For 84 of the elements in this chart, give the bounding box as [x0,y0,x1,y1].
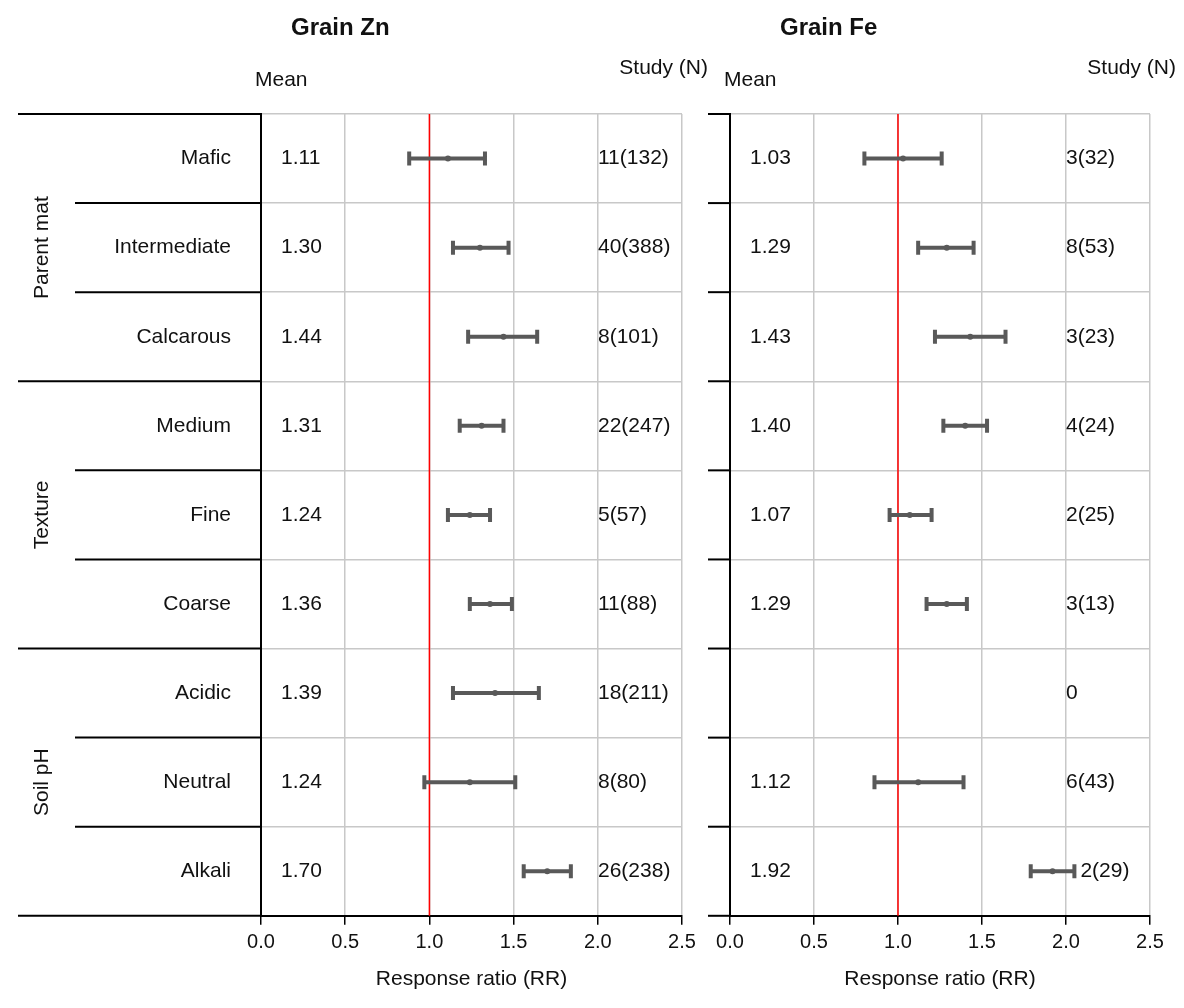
annotation: 1.07 [750,501,791,525]
point [967,333,974,340]
point [943,244,950,251]
annotation: 8(101) [598,323,659,347]
x-axis-title: Response ratio (RR) [375,966,568,990]
x-tick-label: 2.5 [1136,930,1164,953]
x-tick-label: 2.5 [668,930,696,953]
annotation: 22(247) [598,412,671,436]
annotation: 1.29 [750,234,791,258]
point [466,779,473,786]
annotation: 6(43) [1066,768,1116,792]
annotation: 11(132) [598,145,669,169]
annotation: 1.31 [281,412,322,436]
text: Study (N) [1087,54,1176,78]
annotation: 1.24 [281,768,323,792]
annotation: 4(24) [1066,412,1116,436]
point [943,600,950,607]
x-tick-label: 1.5 [968,930,996,953]
y-tick-label: Neutral [163,768,231,792]
annotation: 1.12 [750,768,791,792]
annotation: 1.39 [281,679,322,703]
annotation: 3(32) [1066,145,1116,169]
y-tick-label: Calcarous [136,323,231,347]
annotation: 8(53) [1066,234,1116,258]
text: Parent mat [28,196,52,299]
annotation: 0 [1066,679,1078,703]
x-tick-label: 0.0 [247,930,275,953]
annotation: 5(57) [598,501,648,525]
x-tick-label: 0.5 [331,930,360,953]
annotation: 1.44 [281,323,323,347]
point [962,422,969,429]
text: Soil pH [28,748,52,817]
point [487,600,494,607]
point [476,244,483,251]
annotation: 1.43 [750,323,791,347]
annotation: 26(238) [598,858,671,882]
y-tick-label: Intermediate [114,234,231,258]
annotation: 2(29) [1080,858,1130,882]
x-tick-label: 0.5 [800,930,828,953]
x-tick-label: 1.5 [499,930,528,953]
point [492,690,499,697]
annotation: 1.11 [281,145,321,169]
point [444,155,451,162]
annotation: 40(388) [598,234,671,258]
x-tick-label: 0.0 [716,930,744,953]
annotation: 11(88) [598,590,658,614]
point [906,511,913,518]
text: Texture [28,480,52,550]
y-tick-label: Alkali [180,858,231,882]
point [544,868,551,875]
annotation: 8(80) [598,768,648,792]
annotation: 1.40 [750,412,791,436]
x-tick-label: 1.0 [884,930,912,953]
annotation: 1.29 [750,590,791,614]
annotation: 2(25) [1066,501,1116,525]
y-tick-label: Medium [156,412,231,436]
y-tick-label: Coarse [163,590,231,614]
x-tick-label: 1.0 [415,930,444,953]
x-axis-title: Response ratio (RR) [844,966,1036,990]
text: Mean [724,66,777,90]
point [466,511,473,518]
chart-title: Grain Fe [780,12,878,40]
y-tick-label: Acidic [174,679,231,703]
y-tick-label: Fine [190,501,231,525]
annotation: 1.30 [281,234,322,258]
point [500,333,507,340]
annotation: 3(23) [1066,323,1116,347]
annotation: 1.92 [750,858,791,882]
point [478,422,485,429]
point [1049,868,1056,875]
annotation: 1.70 [281,858,322,882]
x-tick-label: 2.0 [1052,930,1080,953]
text: Mean [255,66,308,90]
annotation: 1.24 [281,501,323,525]
point [915,779,922,786]
annotation: 3(13) [1066,590,1116,614]
x-tick-label: 2.0 [583,930,612,953]
chart-title: Grain Zn [291,12,390,40]
text: Study (N) [619,54,708,78]
annotation: 1.36 [281,590,322,614]
annotation: 1.03 [750,145,791,169]
y-tick-label: Mafic [180,145,231,169]
point [900,155,907,162]
annotation: 18(211) [598,679,669,703]
